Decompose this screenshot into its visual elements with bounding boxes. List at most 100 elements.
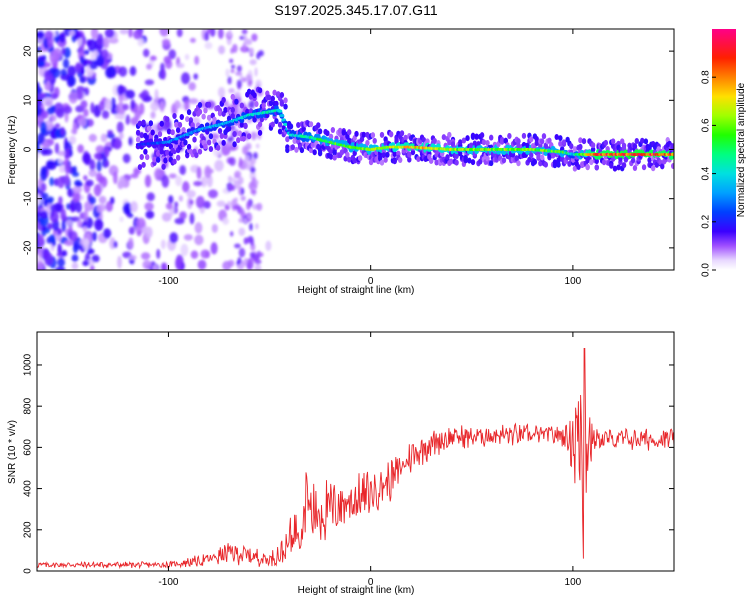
spectrogram-ridge-halo <box>352 150 357 157</box>
spectrogram-noise-blob <box>211 223 218 233</box>
spectrogram-noise-blob <box>145 210 155 219</box>
spectrogram-ridge-halo <box>503 137 508 144</box>
spectrogram-x-label: Height of straight line (km) <box>298 285 415 296</box>
spectrogram-ridge-halo <box>454 159 459 166</box>
spectrogram-ridge-halo <box>165 149 170 156</box>
spectrogram-ridge-halo <box>567 160 572 167</box>
spectrogram-ridge-halo <box>141 119 146 126</box>
spectrogram-y-tick-label: -10 <box>23 191 34 206</box>
spectrogram-ridge-halo <box>285 147 290 154</box>
spectrogram-ridge-halo <box>354 130 359 137</box>
snr-y-tick-label: 400 <box>23 480 34 497</box>
spectrogram-noise-blob <box>39 92 47 98</box>
spectrogram-ridge-halo <box>392 151 397 158</box>
spectrogram-ridge-halo <box>499 138 505 145</box>
spectrogram-noise-blob <box>92 231 98 242</box>
spectrogram-noise-blob <box>196 166 202 180</box>
spectrogram-ridge-halo <box>539 154 545 161</box>
spectrogram-noise-blob <box>243 257 248 267</box>
spectrogram-ridge-halo <box>485 139 490 146</box>
spectrogram-ridge-halo <box>481 139 487 146</box>
spectrogram-noise-blob <box>183 234 193 241</box>
spectrogram-noise-blob <box>186 189 196 198</box>
spectrogram-ridge-halo <box>670 163 674 170</box>
spectrogram-noise-blob <box>37 132 45 145</box>
spectrogram-noise-blob <box>83 238 90 251</box>
spectrogram-ridge-halo <box>632 143 638 150</box>
spectrogram-ridge-halo <box>137 120 143 127</box>
spectrogram-noise-blob <box>168 195 174 205</box>
spectrogram-noise-blob <box>55 266 66 270</box>
snr-x-tick-label: 100 <box>565 577 582 588</box>
spectrogram-noise-blob <box>250 131 257 141</box>
spectrogram-noise-blob <box>206 29 212 34</box>
spectrogram-noise-blob <box>184 53 190 61</box>
spectrogram-ridge-peak <box>670 152 674 157</box>
snr-y-tick-label: 200 <box>23 521 34 538</box>
spectrogram-noise-blob <box>243 38 253 46</box>
spectrogram-noise-blob <box>37 234 45 247</box>
spectrogram-ridge-halo <box>277 128 283 135</box>
spectrogram-ridge-halo <box>458 139 463 146</box>
spectrogram-noise-blob <box>188 98 199 105</box>
spectrogram-noise-blob <box>100 133 108 143</box>
spectrogram-ridge-halo <box>576 164 581 171</box>
spectrogram-ridge-halo <box>516 138 521 145</box>
spectrogram-ridge-halo <box>578 137 583 144</box>
spectrogram-ridge-halo <box>479 132 485 139</box>
spectrogram-noise-blob <box>85 179 94 187</box>
spectrogram-ridge-halo <box>230 107 235 114</box>
spectrogram-noise-blob <box>250 189 257 195</box>
spectrogram-ridge-halo <box>501 157 507 164</box>
spectrogram-noise-blob <box>228 184 233 191</box>
spectrogram-ridge-halo <box>217 110 223 117</box>
spectrogram-noise-blob <box>37 87 43 95</box>
spectrogram-ridge-halo <box>150 129 155 136</box>
spectrogram-noise-blob <box>72 186 83 194</box>
spectrogram-noise-blob <box>70 216 81 222</box>
spectrogram-noise-blob <box>194 222 203 234</box>
spectrogram-noise-blob <box>122 153 131 164</box>
spectrogram-ridge-core <box>173 139 179 145</box>
spectrogram-ridge-halo <box>148 120 154 127</box>
spectrogram-ridge-halo <box>539 138 545 145</box>
spectrogram-ridge-halo <box>139 153 144 160</box>
spectrogram-noise-blob <box>229 231 234 237</box>
spectrogram-x-tick-label: 0 <box>368 276 374 287</box>
spectrogram-ridge-halo <box>215 144 221 151</box>
spectrogram-noise-blob <box>75 201 82 213</box>
spectrogram-ridge-halo <box>643 138 649 145</box>
spectrogram-ridge-halo <box>590 142 596 149</box>
spectrogram-noise-blob <box>159 29 170 37</box>
spectrogram-ridge-halo <box>541 133 547 140</box>
spectrogram-noise-blob <box>68 230 78 242</box>
spectrogram-noise-blob <box>86 39 92 47</box>
spectrogram-noise-blob <box>119 216 124 223</box>
spectrogram-noise-blob <box>235 71 243 76</box>
spectrogram-noise-blob <box>57 257 66 267</box>
spectrogram-ridge-halo <box>534 135 539 142</box>
spectrogram-noise-blob <box>161 212 172 222</box>
spectrogram-noise-blob <box>104 147 110 157</box>
spectrogram-ridge-halo <box>434 159 439 166</box>
spectrogram-ridge-halo <box>589 159 594 166</box>
spectrogram-noise-blob <box>161 38 171 46</box>
spectrogram-noise-blob <box>152 264 159 270</box>
spectrogram-noise-blob <box>253 152 258 160</box>
spectrogram-ridge-halo <box>410 149 416 156</box>
spectrogram-ridge-halo <box>465 135 470 142</box>
spectrogram-noise-blob <box>234 91 241 99</box>
spectrogram-noise-blob <box>75 62 82 74</box>
spectrogram-ridge-halo <box>448 158 454 165</box>
spectrogram-noise-blob <box>93 152 101 160</box>
spectrogram-ridge-halo <box>590 146 596 153</box>
spectrogram-ridge-halo <box>558 140 563 147</box>
spectrogram-ridge-halo <box>392 158 397 165</box>
spectrogram-noise-blob <box>176 63 185 69</box>
spectrogram-noise-blob <box>229 58 234 64</box>
spectrogram-noise-blob <box>79 76 87 84</box>
spectrogram-noise-blob <box>251 33 258 42</box>
spectrogram-ridge-halo <box>135 129 141 136</box>
spectrogram-noise-blob <box>96 33 104 46</box>
spectrogram-noise-blob <box>249 251 255 259</box>
